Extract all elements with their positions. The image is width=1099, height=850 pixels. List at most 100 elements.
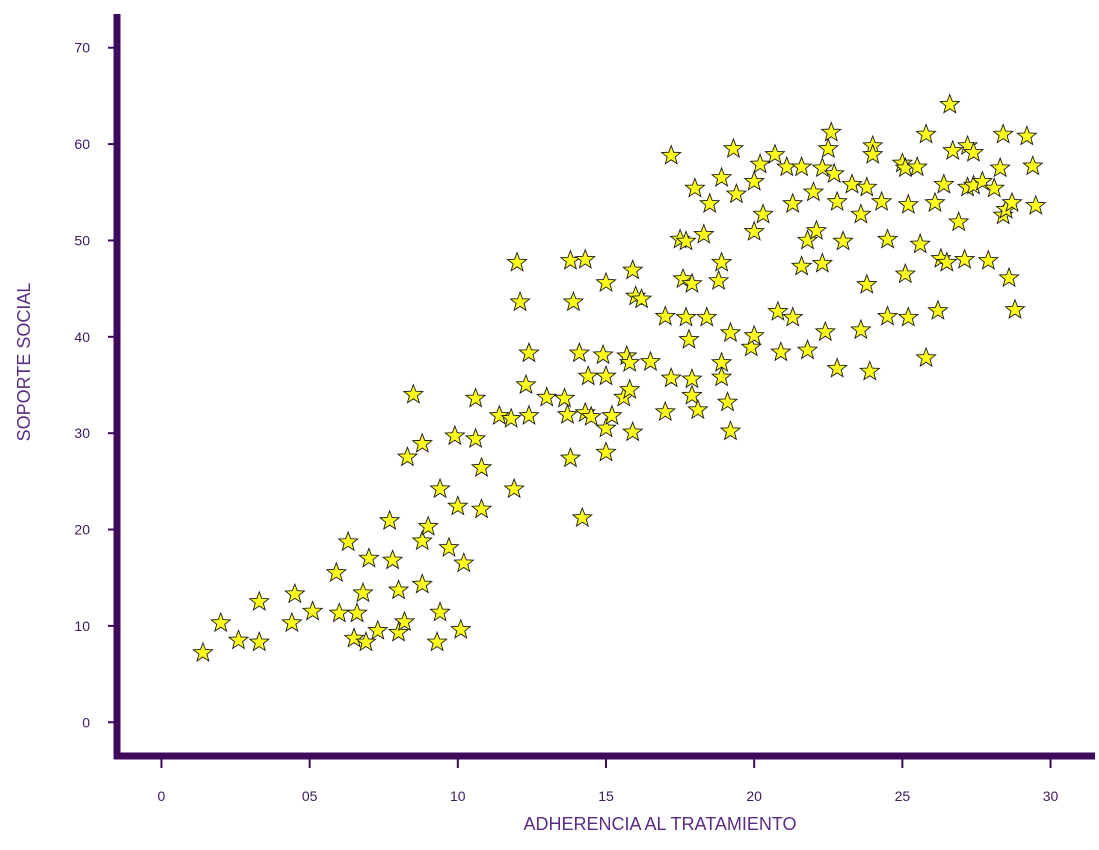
data-point-star-icon — [621, 259, 644, 280]
data-point-star-icon — [328, 602, 351, 623]
data-point-star-icon — [681, 367, 703, 389]
data-point-star-icon — [876, 305, 899, 326]
axes — [113, 14, 1095, 760]
data-point-star-icon — [464, 387, 487, 408]
data-point-star-icon — [660, 366, 682, 388]
data-point-star-icon — [710, 251, 733, 272]
data-point-star-icon — [515, 373, 537, 395]
y-tick-label: 20 — [74, 522, 90, 538]
data-point-star-icon — [1016, 125, 1038, 146]
data-point-star-icon — [595, 271, 617, 292]
data-point-star-icon — [936, 251, 958, 272]
data-point-star-icon — [859, 360, 881, 381]
data-point-star-icon — [621, 420, 644, 442]
data-point-star-icon — [378, 509, 401, 531]
data-point-star-icon — [805, 219, 828, 240]
data-point-star-icon — [876, 228, 899, 249]
data-point-star-icon — [592, 343, 614, 365]
data-point-star-icon — [595, 441, 617, 462]
data-point-star-icon — [770, 340, 792, 362]
data-point-star-icon — [601, 404, 623, 425]
x-tick-label: 15 — [598, 788, 614, 804]
data-point-star-icon — [464, 427, 487, 449]
data-point-star-icon — [696, 306, 718, 327]
data-point-star-icon — [568, 341, 591, 363]
data-point-star-icon — [743, 220, 765, 241]
data-point-star-icon — [927, 299, 949, 320]
data-point-star-icon — [192, 641, 214, 663]
data-point-star-icon — [559, 446, 582, 468]
data-point-star-icon — [894, 262, 917, 284]
data-point-star-icon — [681, 384, 703, 405]
data-point-star-icon — [675, 306, 697, 327]
data-point-star-icon — [660, 144, 682, 165]
data-point-star-icon — [933, 173, 955, 194]
data-points — [192, 93, 1047, 663]
data-point-star-icon — [707, 269, 730, 291]
data-point-star-icon — [826, 357, 848, 378]
y-tick-label: 50 — [74, 232, 90, 248]
data-point-star-icon — [248, 631, 270, 652]
data-point-star-icon — [823, 162, 845, 184]
data-point-star-icon — [743, 324, 765, 345]
data-point-star-icon — [387, 578, 410, 600]
data-point-star-icon — [1004, 298, 1026, 319]
data-point-star-icon — [630, 287, 653, 309]
data-point-star-icon — [672, 267, 694, 289]
y-tick-label: 70 — [74, 40, 90, 56]
data-point-star-icon — [924, 191, 946, 213]
data-point-star-icon — [841, 173, 863, 194]
data-point-star-icon — [595, 417, 617, 438]
data-point-star-icon — [870, 190, 893, 212]
data-point-star-icon — [767, 300, 789, 321]
data-point-star-icon — [939, 93, 961, 114]
data-point-star-icon — [740, 336, 762, 357]
data-point-star-icon — [725, 182, 748, 204]
data-point-star-icon — [971, 170, 994, 191]
data-point-star-icon — [743, 170, 765, 191]
data-point-star-icon — [790, 155, 813, 177]
data-point-star-icon — [814, 320, 837, 342]
data-point-star-icon — [796, 229, 819, 250]
data-point-star-icon — [562, 290, 585, 312]
data-point-star-icon — [639, 350, 662, 372]
data-point-star-icon — [719, 419, 742, 441]
data-point-star-icon — [915, 123, 937, 144]
data-point-star-icon — [716, 391, 739, 412]
data-point-star-icon — [618, 351, 641, 372]
y-axis-ticks: 0 10 20 30 40 50 60 70 — [74, 40, 117, 730]
data-point-star-icon — [989, 156, 1011, 178]
data-point-star-icon — [790, 255, 813, 276]
data-point-star-icon — [506, 251, 528, 272]
data-point-star-icon — [681, 272, 703, 293]
data-point-star-icon — [470, 456, 493, 478]
data-point-star-icon — [574, 248, 596, 269]
data-point-star-icon — [752, 203, 774, 224]
data-point-star-icon — [209, 611, 232, 633]
data-point-star-icon — [396, 445, 419, 467]
y-tick-label: 0 — [82, 714, 90, 730]
data-point-star-icon — [749, 153, 771, 174]
data-point-star-icon — [509, 290, 531, 312]
data-point-star-icon — [856, 273, 878, 294]
data-point-star-icon — [284, 582, 306, 604]
data-point-star-icon — [992, 123, 1014, 144]
data-point-star-icon — [654, 305, 677, 326]
data-point-star-icon — [411, 529, 433, 551]
data-point-star-icon — [381, 549, 404, 570]
data-point-star-icon — [781, 306, 804, 327]
y-axis-title: SOPORTE SOCIAL — [14, 283, 34, 442]
data-point-star-icon — [325, 561, 348, 583]
data-point-star-icon — [227, 629, 250, 650]
data-point-star-icon — [411, 573, 433, 594]
data-point-star-icon — [248, 590, 270, 611]
data-point-star-icon — [387, 621, 410, 642]
x-tick-label: 10 — [450, 788, 466, 804]
data-point-star-icon — [429, 477, 451, 499]
data-point-star-icon — [710, 366, 733, 387]
data-point-star-icon — [764, 143, 786, 164]
data-point-star-icon — [722, 137, 745, 159]
x-tick-label: 25 — [895, 788, 911, 804]
data-point-star-icon — [1001, 191, 1023, 213]
